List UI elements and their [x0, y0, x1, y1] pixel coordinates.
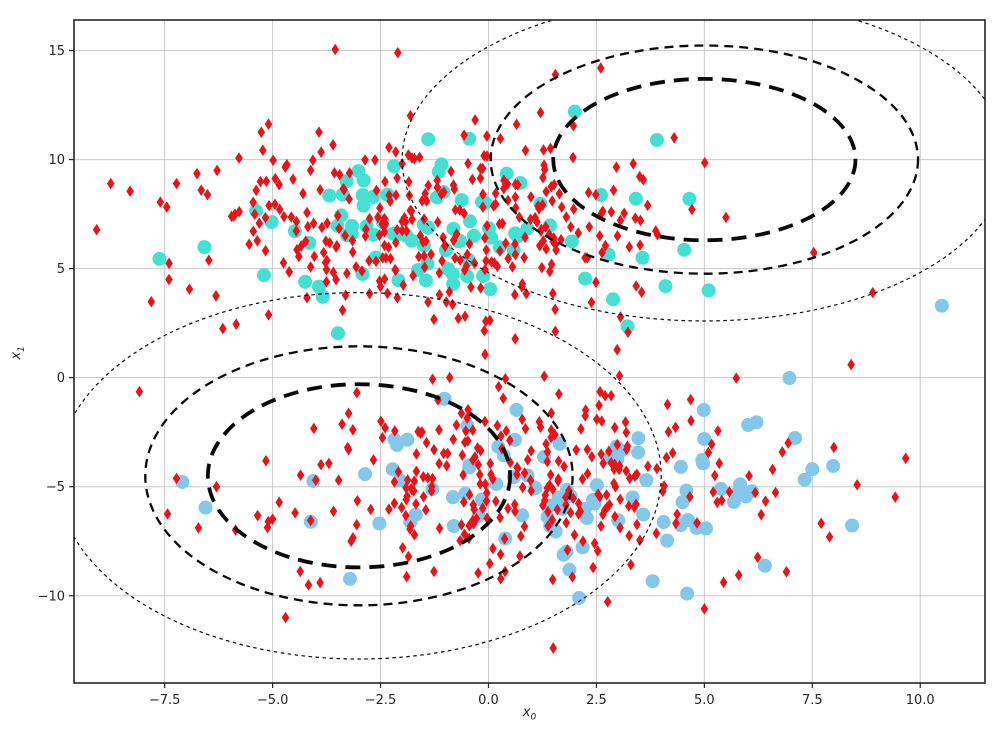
x-tick-label: −5.0 [257, 693, 289, 708]
cluster-upper-circles [152, 104, 716, 341]
y-tick-label: −5 [46, 480, 65, 495]
component-lower-ellipse [74, 292, 662, 660]
component-upper-ellipse [489, 44, 920, 275]
y-tick-label: 0 [57, 371, 65, 386]
scatter-layer [92, 43, 949, 654]
y-tick-label: 10 [48, 153, 65, 168]
x-tick-label: −7.5 [149, 693, 181, 708]
x-tick-label: 7.5 [802, 693, 823, 708]
grid-layer [74, 20, 985, 683]
y-axis-label-base: x [9, 351, 25, 360]
x-axis-label: x0 [74, 705, 985, 723]
cluster-lower-circles [175, 298, 949, 605]
x-axis-label-sub: 0 [530, 712, 537, 723]
y-tick-label: −10 [38, 589, 65, 604]
component-upper-ellipse [401, 20, 985, 322]
x-tick-label: 2.5 [586, 693, 607, 708]
y-axis-label: x1 [9, 333, 27, 373]
component-lower-ellipse [144, 345, 574, 607]
component-upper-ellipse [551, 76, 858, 243]
x-tick-label: 5.0 [694, 693, 715, 708]
x-tick-label: 10.0 [906, 693, 935, 708]
contour-layer [74, 20, 985, 660]
axis-layer: −7.5 −5.0 −2.5 0.0 2.5 5.0 7.5 10.0 15 10 5 0 −5 −10 [38, 19, 986, 708]
y-tick-label: 5 [57, 262, 65, 277]
x-axis-label-base: x [522, 705, 531, 720]
x-tick-label: −2.5 [365, 693, 397, 708]
component-lower-ellipse [205, 382, 512, 570]
y-axis-label-sub: 1 [16, 346, 27, 352]
x-tick-label: 0.0 [478, 693, 499, 708]
samples-lower-diamonds [135, 313, 910, 654]
samples-upper-diamonds [92, 43, 877, 371]
y-tick-label: 15 [48, 44, 65, 59]
